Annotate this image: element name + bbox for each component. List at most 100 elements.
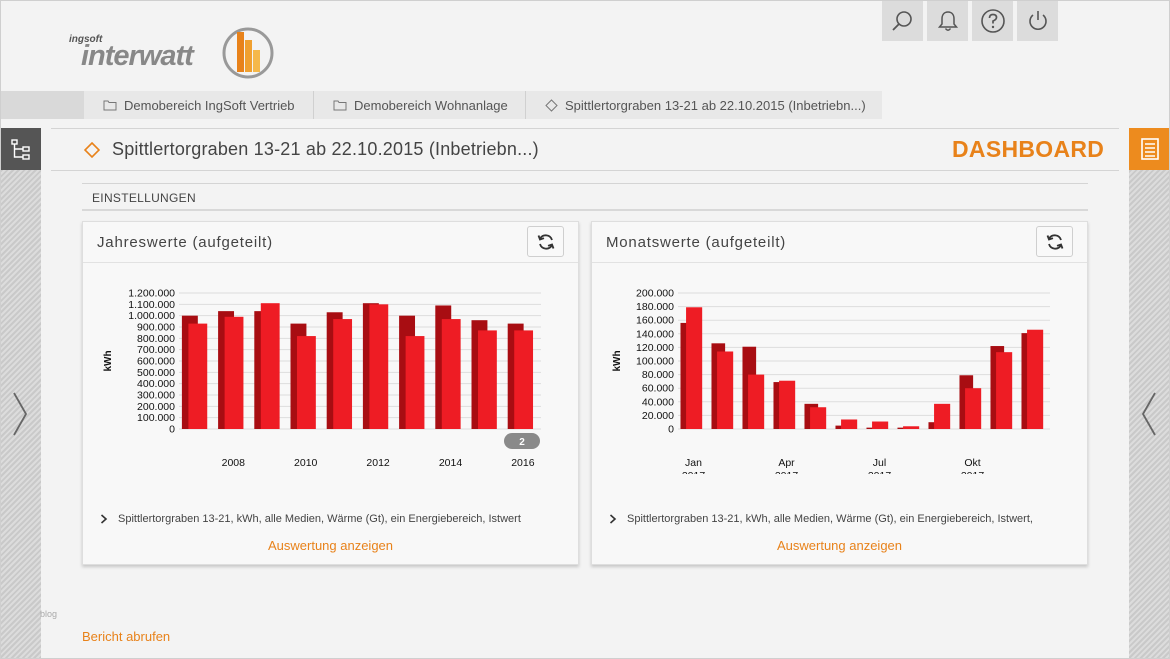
search-button[interactable] xyxy=(882,1,923,41)
refresh-icon xyxy=(537,234,554,249)
y-tick-label: 20.000 xyxy=(642,410,674,422)
logo-chart-icon xyxy=(222,27,274,79)
hierarchy-icon xyxy=(10,139,30,160)
refresh-button[interactable] xyxy=(527,226,564,257)
y-tick-label: 160.000 xyxy=(636,315,674,327)
help-button[interactable] xyxy=(972,1,1013,41)
tree-view-button[interactable] xyxy=(0,128,41,170)
breadcrumb-item-wohnanlage[interactable]: Demobereich Wohnanlage xyxy=(333,91,508,119)
y-tick-label: 180.000 xyxy=(636,301,674,313)
x-tick-label: 2017 xyxy=(682,470,706,474)
y-tick-label: 600.000 xyxy=(137,356,175,368)
logo-interwatt-text: interwatt xyxy=(81,40,194,72)
settings-divider xyxy=(82,209,1088,211)
y-tick-label: 1.100.000 xyxy=(128,299,175,311)
yearly-bar-chart: 0100.000200.000300.000400.000500.000600.… xyxy=(103,288,541,469)
bar-series-2 xyxy=(260,303,280,429)
x-tick-label: Jan xyxy=(685,457,702,469)
x-tick-label: 2016 xyxy=(511,457,535,469)
chevron-right-icon xyxy=(100,514,108,524)
bar-series-2 xyxy=(903,426,920,429)
y-tick-label: 80.000 xyxy=(642,369,674,381)
chevron-left-icon[interactable] xyxy=(1141,392,1157,436)
series-info-row[interactable]: Spittlertorgraben 13-21, kWh, alle Medie… xyxy=(609,513,1033,525)
page-badge-label: 2 xyxy=(519,437,525,448)
bar-series-2 xyxy=(841,419,858,429)
breadcrumb: Demobereich IngSoft Vertrieb Demobereich… xyxy=(0,91,882,119)
get-report-link[interactable]: Bericht abrufen xyxy=(82,629,171,644)
x-tick-label: Apr xyxy=(778,457,795,469)
y-tick-label: 0 xyxy=(668,424,674,436)
series-info-text: Spittlertorgraben 13-21, kWh, alle Medie… xyxy=(627,513,1033,525)
bar-series-2 xyxy=(369,304,389,429)
title-divider xyxy=(51,170,1119,171)
breadcrumb-label: Spittlertorgraben 13-21 ab 22.10.2015 (I… xyxy=(565,97,866,113)
y-tick-label: 500.000 xyxy=(137,367,175,379)
breadcrumb-item-vertrieb[interactable]: Demobereich IngSoft Vertrieb xyxy=(103,91,295,119)
y-tick-label: 140.000 xyxy=(636,328,674,340)
y-tick-label: 100.000 xyxy=(636,356,674,368)
diamond-icon xyxy=(545,98,558,112)
breadcrumb-root[interactable] xyxy=(0,91,84,119)
settings-toggle[interactable]: EINSTELLUNGEN xyxy=(92,191,196,205)
bar-series-2 xyxy=(810,407,827,429)
diamond-icon xyxy=(84,142,100,158)
y-tick-label: 100.000 xyxy=(137,412,175,424)
y-tick-label: 60.000 xyxy=(642,383,674,395)
bar-series-2 xyxy=(224,316,244,429)
show-evaluation-link[interactable]: Auswertung anzeigen xyxy=(267,538,394,553)
search-icon xyxy=(891,11,912,31)
breadcrumb-item-spittlertorgraben[interactable]: Spittlertorgraben 13-21 ab 22.10.2015 (I… xyxy=(545,91,866,119)
chevron-right-icon[interactable] xyxy=(12,392,28,436)
folder-icon xyxy=(333,100,347,111)
bar-series-2 xyxy=(441,319,461,429)
panel-header: Jahreswerte (aufgeteilt) xyxy=(83,222,578,263)
bar-series-2 xyxy=(779,380,796,429)
show-evaluation-link[interactable]: Auswertung anzeigen xyxy=(776,538,903,553)
bar-series-2 xyxy=(717,351,734,429)
watermark-text: blog xyxy=(40,609,58,619)
y-tick-label: 300.000 xyxy=(137,390,175,402)
bar-series-2 xyxy=(405,336,425,429)
notifications-button[interactable] xyxy=(927,1,968,41)
help-icon xyxy=(980,9,1005,33)
panel-title: Jahreswerte (aufgeteilt) xyxy=(97,234,273,251)
bar-series-2 xyxy=(748,374,765,429)
bar-series-2 xyxy=(686,307,703,429)
title-divider xyxy=(51,128,1119,129)
bar-series-2 xyxy=(996,352,1013,429)
y-tick-label: 40.000 xyxy=(642,396,674,408)
right-sidebar-rail[interactable] xyxy=(1129,128,1170,659)
y-tick-label: 120.000 xyxy=(636,342,674,354)
y-tick-label: 200.000 xyxy=(636,288,674,300)
left-sidebar-rail[interactable] xyxy=(0,128,41,659)
panel-header: Monatswerte (aufgeteilt) xyxy=(592,222,1087,263)
y-tick-label: 1.200.000 xyxy=(128,288,175,300)
chevron-right-icon xyxy=(609,514,617,524)
y-tick-label: 1.000.000 xyxy=(128,310,175,322)
breadcrumb-label: Demobereich IngSoft Vertrieb xyxy=(124,97,295,113)
x-tick-label: 2010 xyxy=(294,457,318,469)
x-tick-label: 2014 xyxy=(439,457,463,469)
y-tick-label: 0 xyxy=(169,424,175,436)
bar-series-2 xyxy=(478,330,497,429)
x-tick-label: 2017 xyxy=(961,470,985,474)
bar-series-2 xyxy=(934,403,951,429)
report-list-button[interactable] xyxy=(1129,128,1170,170)
series-info-row[interactable]: Spittlertorgraben 13-21, kWh, alle Medie… xyxy=(100,513,521,525)
bar-series-2 xyxy=(297,336,316,429)
breadcrumb-label: Demobereich Wohnanlage xyxy=(354,97,508,113)
x-tick-label: 2017 xyxy=(868,470,892,474)
x-tick-label: 2012 xyxy=(366,457,390,469)
power-button[interactable] xyxy=(1017,1,1058,41)
x-tick-label: Jul xyxy=(873,457,886,469)
y-tick-label: 700.000 xyxy=(137,344,175,356)
panel-title: Monatswerte (aufgeteilt) xyxy=(606,234,787,251)
y-tick-label: 800.000 xyxy=(137,333,175,345)
page-badge xyxy=(504,433,540,449)
y-axis-label: kWh xyxy=(612,350,623,371)
y-tick-label: 200.000 xyxy=(137,401,175,413)
power-icon xyxy=(1028,11,1047,30)
refresh-button[interactable] xyxy=(1036,226,1073,257)
